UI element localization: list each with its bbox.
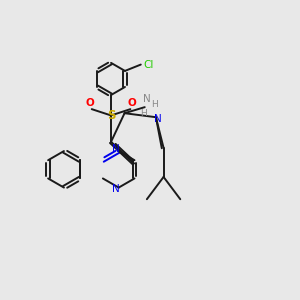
Text: N: N — [142, 94, 150, 104]
Text: N: N — [112, 184, 120, 194]
Text: S: S — [107, 109, 115, 122]
Text: O: O — [128, 98, 136, 108]
Text: H: H — [140, 109, 147, 118]
Text: N: N — [154, 114, 161, 124]
Text: N: N — [112, 144, 120, 154]
Text: O: O — [85, 98, 94, 108]
Text: Cl: Cl — [143, 60, 154, 70]
Text: H: H — [151, 100, 158, 109]
